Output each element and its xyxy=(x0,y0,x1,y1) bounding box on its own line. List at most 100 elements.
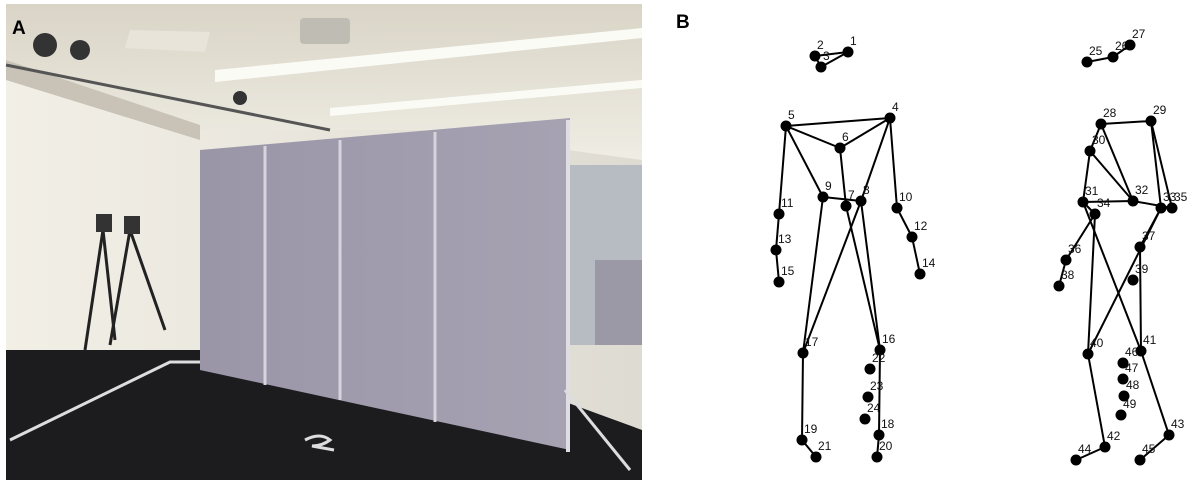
bone xyxy=(1151,121,1161,208)
marker xyxy=(1085,146,1096,157)
marker-label: 17 xyxy=(805,335,819,349)
bone xyxy=(1088,354,1105,447)
marker xyxy=(1125,40,1136,51)
marker xyxy=(1135,242,1146,253)
marker-label: 39 xyxy=(1135,262,1149,276)
marker-label: 38 xyxy=(1061,268,1075,282)
marker xyxy=(872,452,883,463)
marker-label: 8 xyxy=(863,183,870,197)
photo xyxy=(6,4,642,480)
marker xyxy=(1054,281,1065,292)
marker-label: 21 xyxy=(818,439,832,453)
bone xyxy=(912,237,920,274)
marker-label: 16 xyxy=(882,332,896,346)
marker-label: 22 xyxy=(872,351,886,365)
marker-label: 20 xyxy=(879,439,893,453)
bone xyxy=(846,206,880,350)
marker-label: 4 xyxy=(892,100,899,114)
bone xyxy=(861,201,880,350)
bone xyxy=(1101,124,1133,201)
marker xyxy=(856,196,867,207)
marker xyxy=(1164,430,1175,441)
marker xyxy=(816,62,827,73)
marker-label: 29 xyxy=(1153,103,1167,117)
marker-label: 35 xyxy=(1174,190,1188,204)
marker-label: 32 xyxy=(1135,183,1149,197)
marker-label: 41 xyxy=(1143,333,1157,347)
marker-label: 24 xyxy=(867,401,881,415)
marker xyxy=(774,209,785,220)
panel-label: B xyxy=(676,12,690,33)
marker xyxy=(835,143,846,154)
marker xyxy=(865,364,876,375)
marker xyxy=(1083,349,1094,360)
marker xyxy=(771,245,782,256)
marker-label: 11 xyxy=(781,196,794,210)
marker xyxy=(841,201,852,212)
marker xyxy=(892,203,903,214)
marker xyxy=(860,414,871,425)
bone xyxy=(786,126,840,148)
marker-label: 25 xyxy=(1089,44,1103,58)
marker xyxy=(798,348,809,359)
figure: A B 123456789101112131415161718192021222… xyxy=(0,0,1194,480)
marker xyxy=(810,51,821,62)
bone xyxy=(823,197,861,201)
marker xyxy=(1096,119,1107,130)
marker xyxy=(1167,203,1178,214)
marker xyxy=(1128,275,1139,286)
marker-label: 14 xyxy=(922,256,936,270)
marker xyxy=(1100,442,1111,453)
marker-label: 27 xyxy=(1132,27,1146,41)
marker xyxy=(797,435,808,446)
marker-label: 9 xyxy=(825,179,832,193)
marker xyxy=(818,192,829,203)
marker-label: 6 xyxy=(842,130,849,144)
marker-label: 42 xyxy=(1107,429,1121,443)
marker-label: 47 xyxy=(1125,361,1139,375)
marker xyxy=(915,269,926,280)
marker xyxy=(811,452,822,463)
bone xyxy=(1101,121,1151,124)
bone xyxy=(1088,214,1095,354)
bone xyxy=(803,197,823,353)
marker xyxy=(774,277,785,288)
marker-label: 44 xyxy=(1078,442,1092,456)
marker-label: 40 xyxy=(1090,336,1104,350)
marker-label: 5 xyxy=(788,108,795,122)
bone xyxy=(786,126,823,197)
marker xyxy=(781,121,792,132)
marker xyxy=(1116,410,1127,421)
marker xyxy=(1061,255,1072,266)
marker-label: 15 xyxy=(781,264,795,278)
marker-label: 34 xyxy=(1097,196,1111,210)
marker-label: 30 xyxy=(1092,133,1106,147)
marker-label: 28 xyxy=(1103,106,1117,120)
marker-label: 49 xyxy=(1123,397,1137,411)
marker-label: 12 xyxy=(914,219,928,233)
marker xyxy=(885,113,896,124)
marker-label: 45 xyxy=(1142,442,1156,456)
marker-label: 19 xyxy=(804,422,818,436)
marker xyxy=(1082,57,1093,68)
bone xyxy=(786,118,890,126)
marker-label: 13 xyxy=(778,232,792,246)
marker xyxy=(1146,116,1157,127)
marker-label: 23 xyxy=(870,379,884,393)
marker-label: 1 xyxy=(850,34,857,48)
marker-label: 18 xyxy=(881,417,895,431)
marker xyxy=(1128,196,1139,207)
bone xyxy=(840,148,846,206)
marker-label: 36 xyxy=(1068,242,1082,256)
marker-label: 10 xyxy=(899,190,913,204)
marker xyxy=(1078,197,1089,208)
marker xyxy=(907,232,918,243)
marker-label: 46 xyxy=(1125,345,1139,359)
bone xyxy=(802,353,803,440)
marker xyxy=(843,47,854,58)
marker-label: 3 xyxy=(823,49,830,63)
marker-label: 37 xyxy=(1142,229,1156,243)
marker xyxy=(1156,203,1167,214)
marker-label: 48 xyxy=(1126,378,1140,392)
marker-label: 7 xyxy=(848,188,855,202)
